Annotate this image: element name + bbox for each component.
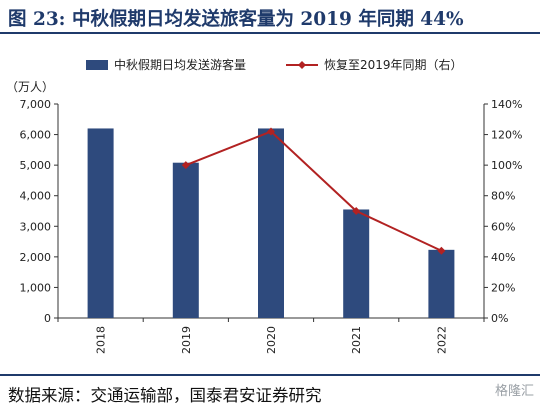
left-tick-label: 5,000 (20, 159, 52, 172)
bar (172, 162, 199, 318)
x-tick-label: 2018 (95, 326, 108, 354)
bar (87, 128, 114, 318)
title-bar: 图 23: 中秋假期日均发送旅客量为 2019 年同期 44% (0, 0, 540, 34)
x-tick-label: 2021 (350, 326, 363, 354)
left-axis-unit: （万人） (6, 80, 54, 94)
legend-line-marker (298, 61, 306, 69)
left-tick-label: 4,000 (20, 190, 52, 203)
left-tick-label: 0 (44, 312, 51, 325)
right-tick-label: 0% (491, 312, 508, 325)
legend-line-label: 恢复至2019年同期（右） (324, 57, 463, 72)
line-point (181, 161, 190, 170)
legend-bar-label: 中秋假期日均发送游客量 (114, 57, 246, 72)
plot-area: 0 1,000 2,000 3,000 4,000 5,000 6,000 7,000 0% 20… (20, 98, 523, 354)
left-tick-label: 3,000 (20, 220, 52, 233)
legend: 中秋假期日均发送游客量 恢复至2019年同期（右） (86, 57, 463, 72)
left-tick-label: 7,000 (20, 98, 52, 111)
left-tick-label: 6,000 (20, 129, 52, 142)
line-point (437, 246, 446, 255)
line-series (185, 130, 442, 252)
line-point (267, 127, 275, 136)
right-tick-label: 40% (491, 251, 515, 264)
source-text: 数据来源：交通运输部，国泰君安证券研究 (8, 386, 322, 405)
bar (428, 249, 455, 318)
x-tick-label: 2020 (265, 326, 278, 354)
watermark: 格隆汇 (494, 384, 534, 399)
right-tick-label: 120% (491, 129, 522, 142)
legend-bar-swatch (86, 60, 108, 70)
chart: 中秋假期日均发送游客量 恢复至2019年同期（右） （万人） 0 1,000 2,0… (6, 57, 523, 354)
left-tick-label: 1,000 (20, 281, 52, 294)
x-tick-label: 2019 (180, 326, 193, 354)
right-tick-label: 80% (491, 190, 515, 203)
line-point (352, 207, 361, 215)
right-tick-label: 100% (491, 159, 522, 172)
left-tick-label: 2,000 (20, 251, 52, 264)
bar (258, 128, 284, 318)
x-tick-label: 2022 (435, 326, 448, 354)
right-tick-label: 60% (491, 220, 515, 233)
right-tick-label: 20% (491, 281, 515, 294)
right-tick-label: 140% (491, 98, 522, 111)
bar (343, 209, 370, 318)
source-bar: 数据来源：交通运输部，国泰君安证券研究 格隆汇 (0, 374, 540, 415)
figure-title: 图 23: 中秋假期日均发送旅客量为 2019 年同期 44% (8, 9, 464, 30)
